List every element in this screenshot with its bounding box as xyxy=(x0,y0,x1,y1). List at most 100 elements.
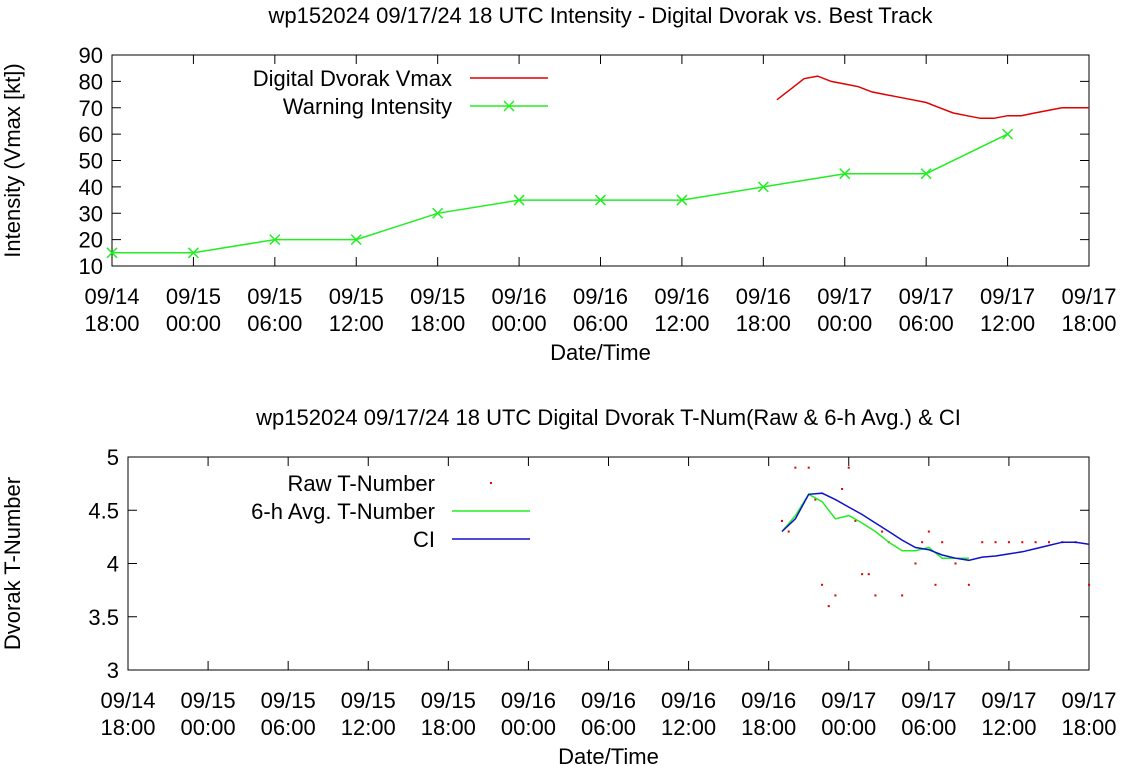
data-point xyxy=(941,541,944,544)
y-tick-label: 4.5 xyxy=(88,498,119,523)
x-tick-label-time: 06:00 xyxy=(573,311,628,336)
x-axis: 09/1418:0009/1500:0009/1506:0009/1512:00… xyxy=(84,55,1117,336)
series-line xyxy=(781,493,969,559)
x-tick-label-date: 09/15 xyxy=(341,688,396,713)
x-tick-label-time: 18:00 xyxy=(1061,311,1116,336)
x-tick-label-date: 09/15 xyxy=(247,284,302,309)
x-tick-label-date: 09/16 xyxy=(736,284,791,309)
x-tick-label-time: 06:00 xyxy=(581,715,636,740)
data-point xyxy=(821,583,824,586)
data-point xyxy=(967,583,970,586)
data-marker xyxy=(676,194,688,206)
data-point xyxy=(807,466,810,469)
y-tick-label: 4 xyxy=(107,552,119,577)
x-tick-label-date: 09/17 xyxy=(817,284,872,309)
x-tick-label-time: 06:00 xyxy=(899,311,954,336)
x-tick-label-date: 09/16 xyxy=(573,284,628,309)
x-tick-label-time: 06:00 xyxy=(247,311,302,336)
y-tick-label: 70 xyxy=(79,96,103,121)
x-tick-label-date: 09/17 xyxy=(1061,284,1116,309)
x-tick-label-date: 09/16 xyxy=(492,284,547,309)
legend-label: CI xyxy=(413,527,435,552)
y-axis: 3 3.5 4 4.5 5 xyxy=(88,445,1089,683)
data-point xyxy=(1021,541,1024,544)
y-tick-label: 20 xyxy=(79,228,103,253)
x-tick-label-date: 09/16 xyxy=(661,688,716,713)
y-axis-label: Dvorak T-Number xyxy=(0,477,25,650)
data-marker xyxy=(350,234,362,246)
legend-label: Digital Dvorak Vmax xyxy=(253,66,452,91)
x-tick-label-date: 09/17 xyxy=(899,284,954,309)
data-point xyxy=(934,583,937,586)
y-tick-label: 5 xyxy=(107,445,119,470)
series-6-h-avg-t-number xyxy=(781,493,969,559)
legend-entry: 6-h Avg. T-Number xyxy=(251,499,530,524)
x-tick-label-time: 12:00 xyxy=(654,311,709,336)
x-tick-label-date: 09/17 xyxy=(981,688,1036,713)
series-line xyxy=(781,492,1090,562)
x-tick-label-date: 09/15 xyxy=(329,284,384,309)
data-point xyxy=(1034,541,1037,544)
x-tick-label-time: 00:00 xyxy=(821,715,876,740)
x-tick-label-time: 12:00 xyxy=(341,715,396,740)
x-axis-label: Date/Time xyxy=(558,744,659,766)
legend-marker xyxy=(503,100,515,112)
legend-entry: Warning Intensity xyxy=(283,94,548,119)
x-tick-label-date: 09/15 xyxy=(421,688,476,713)
data-point xyxy=(981,541,984,544)
legend-entry: Digital Dvorak Vmax xyxy=(253,66,548,91)
legend-label: Warning Intensity xyxy=(283,94,452,119)
series-line xyxy=(776,75,1089,120)
y-tick-label: 3 xyxy=(107,658,119,683)
x-tick-label-time: 00:00 xyxy=(817,311,872,336)
data-point xyxy=(901,594,904,597)
x-tick-label-time: 18:00 xyxy=(421,715,476,740)
data-marker xyxy=(432,207,444,219)
legend-swatch xyxy=(490,482,492,484)
data-marker xyxy=(594,194,607,206)
y-tick-label: 30 xyxy=(79,201,103,226)
series-raw-t-number xyxy=(781,466,1090,608)
data-point xyxy=(867,573,870,576)
legend-label: 6-h Avg. T-Number xyxy=(251,499,435,524)
series-ci xyxy=(781,492,1090,562)
x-tick-label-time: 12:00 xyxy=(981,715,1036,740)
data-point xyxy=(854,519,857,522)
x-tick-label-date: 09/15 xyxy=(410,284,465,309)
x-tick-label-time: 06:00 xyxy=(901,715,956,740)
data-point xyxy=(954,562,957,565)
x-tick-label-time: 00:00 xyxy=(501,715,556,740)
x-tick-label-time: 00:00 xyxy=(166,311,221,336)
y-tick-label: 3.5 xyxy=(88,605,119,630)
x-tick-label-date: 09/14 xyxy=(84,284,139,309)
x-axis-label: Date/Time xyxy=(550,340,651,365)
data-marker xyxy=(757,181,769,193)
y-axis-label: Intensity (Vmax [kt]) xyxy=(0,63,25,257)
x-tick-label-date: 09/14 xyxy=(100,688,155,713)
x-axis: 09/1418:0009/1500:0009/1506:0009/1512:00… xyxy=(100,457,1117,740)
x-tick-label-date: 09/16 xyxy=(741,688,796,713)
chart-title: wp152024 09/17/24 18 UTC Digital Dvorak … xyxy=(255,405,961,430)
data-point xyxy=(1047,541,1050,544)
y-tick-label: 50 xyxy=(79,149,103,174)
x-tick-label-time: 00:00 xyxy=(181,715,236,740)
x-tick-label-date: 09/17 xyxy=(980,284,1035,309)
data-point xyxy=(1088,583,1090,586)
data-point xyxy=(787,530,790,533)
y-tick-label: 10 xyxy=(79,254,103,279)
data-point xyxy=(794,466,797,469)
chart-2: wp152024 09/17/24 18 UTC Digital Dvorak … xyxy=(0,405,1117,766)
data-marker xyxy=(920,168,932,180)
data-marker xyxy=(1002,128,1014,140)
data-point xyxy=(881,530,884,533)
plot-frame xyxy=(127,456,1090,671)
legend-label: Raw T-Number xyxy=(287,471,435,496)
data-point xyxy=(874,594,877,597)
y-tick-label: 80 xyxy=(79,69,103,94)
x-tick-label-date: 09/17 xyxy=(1061,688,1116,713)
x-tick-label-time: 00:00 xyxy=(492,311,547,336)
data-point xyxy=(781,519,784,522)
legend-entry: CI xyxy=(413,527,530,552)
data-point xyxy=(814,498,817,501)
